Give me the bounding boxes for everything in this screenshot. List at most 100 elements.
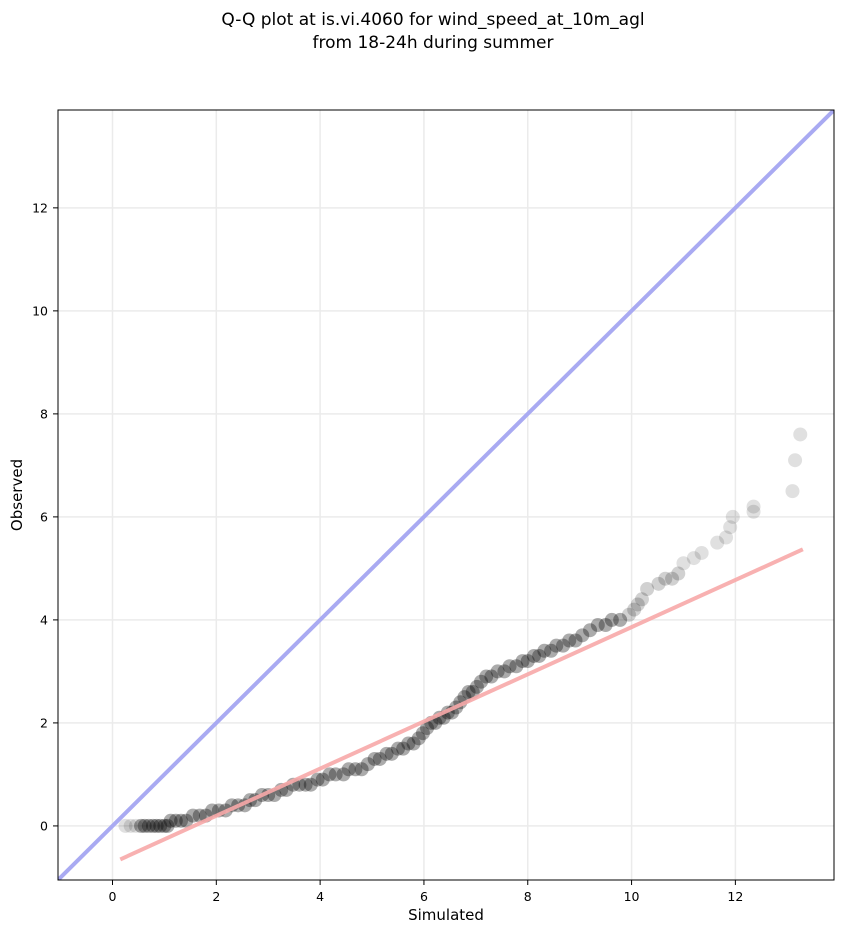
data-point [401,736,416,751]
data-point [621,607,636,622]
data-point [598,618,613,633]
data-point [665,571,680,586]
data-point [461,685,476,700]
data-point [341,762,356,777]
data-point [746,499,761,514]
x-axis-label: Simulated [408,906,484,924]
data-point [793,427,808,442]
data-point [568,633,583,648]
data-point [562,633,577,648]
data-point [384,746,399,761]
data-point [360,757,375,772]
data-point [328,767,343,782]
data-point [719,530,734,545]
data-point [415,726,430,741]
x-tick-label: 4 [316,889,324,904]
data-point [640,581,655,596]
data-point [490,664,505,679]
x-tick-label: 12 [727,889,743,904]
data-point [583,623,598,638]
x-tick-label: 0 [109,889,117,904]
data-point [497,664,512,679]
data-points [118,427,808,862]
chart-title: Q-Q plot at is.vi.4060 for wind_speed_at… [221,10,644,30]
data-point [484,669,499,684]
x-tick-label: 2 [212,889,220,904]
data-point [298,777,313,792]
data-point [185,808,200,823]
data-point [658,571,673,586]
plot-area-frame [57,109,835,881]
data-point [420,721,435,736]
data-point [590,618,605,633]
data-point [145,818,160,833]
y-axis-ticks: 0 2 4 6 8 10 12 [32,200,58,833]
data-point [630,597,645,612]
data-point [315,772,330,787]
data-point [479,669,494,684]
data-point [575,628,590,643]
data-point [604,612,619,627]
data-point [336,767,351,782]
data-point [474,674,489,689]
data-point [123,818,138,833]
data-point [532,648,547,663]
data-point [192,808,207,823]
data-point [502,659,517,674]
data-point [160,818,175,833]
data-point [651,576,666,591]
reference-lines [58,110,834,880]
data-point [515,654,530,669]
y-axis-label: Observed [8,459,26,531]
data-point [157,818,172,833]
data-point [544,643,559,658]
data-point [634,592,649,607]
data-point [372,751,387,766]
y-tick-label: 4 [40,612,48,627]
data-point [788,453,803,468]
x-tick-label: 10 [624,889,640,904]
y-tick-label: 10 [32,303,48,318]
data-point [367,751,382,766]
fit-line [119,547,804,862]
data-point [694,545,709,560]
data-point [348,762,363,777]
data-point [723,520,738,535]
data-point [141,818,156,833]
data-point [526,648,541,663]
data-point [379,746,394,761]
data-point [676,556,691,571]
data-point [556,638,571,653]
data-point [710,535,725,550]
y-tick-label: 6 [40,509,48,524]
data-point [537,643,552,658]
data-point [128,818,143,833]
data-point [785,484,800,499]
data-point [671,566,686,581]
data-point [163,813,178,828]
x-axis-ticks: 0 2 4 6 8 10 12 [109,880,743,904]
data-point [746,504,761,519]
grid [58,110,834,880]
data-point [134,818,149,833]
data-point [627,602,642,617]
y-tick-label: 2 [40,715,48,730]
data-point [411,731,426,746]
data-point [118,818,133,833]
data-point [149,818,164,833]
data-point [303,777,318,792]
chart-subtitle: from 18-24h during summer [313,33,554,53]
y-tick-label: 0 [40,818,48,833]
data-point [549,638,564,653]
y-tick-label: 8 [40,406,48,421]
data-point [725,509,740,524]
data-point [153,818,168,833]
data-point [137,818,152,833]
data-point [520,654,535,669]
data-point [406,736,421,751]
data-point [179,813,194,828]
data-point [613,612,628,627]
data-point [168,813,183,828]
x-tick-label: 8 [524,889,532,904]
